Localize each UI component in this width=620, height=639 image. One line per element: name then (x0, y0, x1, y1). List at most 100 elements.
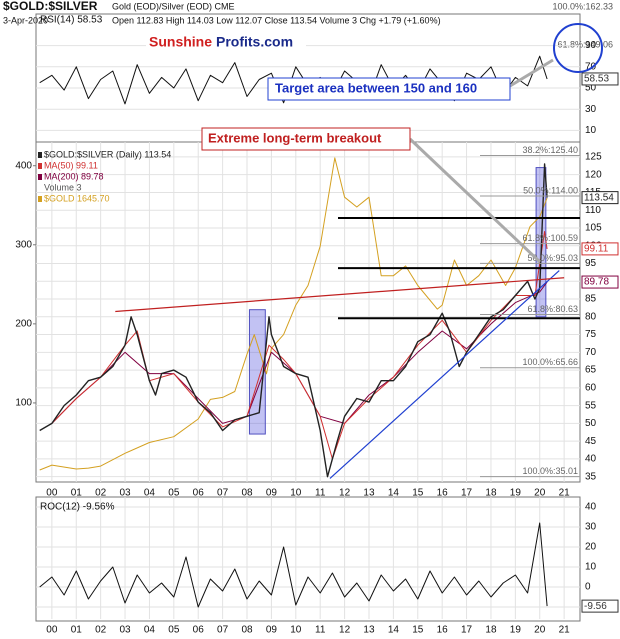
fib-label: 50.0%:114.00 (523, 185, 578, 195)
x-tick-label: 09 (266, 488, 278, 499)
y-tick-label: 70 (585, 347, 597, 358)
x-tick-label: 15 (412, 488, 424, 499)
x-tick-label: 13 (363, 625, 375, 636)
y-tick-label: 105 (585, 223, 602, 234)
x-tick-label: 20 (534, 488, 546, 499)
y-tick-label: 30 (585, 104, 597, 115)
value-box (581, 275, 619, 289)
volume-tick-label: 200 (15, 319, 32, 330)
y-tick-label: 45 (585, 436, 597, 447)
y-tick-label: 120 (585, 169, 602, 180)
volume-tick-label: 100 (15, 398, 32, 409)
target-annotation: Target area between 150 and 160 (275, 80, 477, 95)
x-tick-label: 06 (193, 488, 205, 499)
fib-label: 61.8%:80.63 (527, 304, 578, 314)
fib-label: 50.0%:95.03 (527, 253, 578, 263)
y-tick-label: 75 (585, 329, 597, 340)
symbol: $GOLD:$SILVER (3, 0, 98, 13)
x-tick-label: 03 (119, 625, 131, 636)
trendline (115, 277, 565, 313)
fib-label: 100.0%:65.66 (522, 357, 578, 367)
y-tick-label: 50 (585, 83, 597, 94)
x-tick-label: 13 (363, 488, 375, 499)
y-tick-label: 40 (585, 454, 597, 465)
breakout-annotation: Extreme long-term breakout (208, 130, 382, 145)
x-tick-label: 09 (266, 625, 278, 636)
y-tick-label: 50 (585, 418, 597, 429)
x-tick-label: 16 (437, 488, 449, 499)
roc-panel (35, 496, 581, 622)
target-arrow (509, 58, 554, 88)
x-tick-label: 11 (315, 625, 326, 636)
y-tick-label: 95 (585, 258, 597, 269)
x-tick-label: 02 (95, 488, 107, 499)
y-tick-label: 85 (585, 294, 597, 305)
value-box (581, 242, 619, 256)
fib-label: 100.0%:35.01 (522, 466, 578, 476)
x-tick-label: 18 (485, 625, 497, 636)
fib-label: 100.0%:162.33 (552, 1, 613, 11)
series-line (39, 157, 548, 471)
x-tick-label: 17 (461, 625, 473, 636)
x-tick-label: 17 (461, 488, 473, 499)
x-tick-label: 04 (144, 625, 156, 636)
x-tick-label: 11 (315, 488, 326, 499)
x-tick-label: 03 (119, 488, 131, 499)
x-tick-label: 15 (412, 625, 424, 636)
x-tick-label: 00 (46, 625, 58, 636)
breakout-box (201, 127, 411, 151)
x-tick-label: 07 (217, 625, 229, 636)
y-tick-label: 110 (585, 205, 601, 216)
x-tick-label: 00 (46, 488, 58, 499)
value-label: 58.53 (584, 74, 609, 85)
volume-tick-label: 400 (15, 160, 32, 171)
x-tick-label: 07 (217, 488, 229, 499)
legend-swatch (38, 196, 42, 202)
y-tick-label: 10 (585, 562, 597, 573)
x-tick-label: 05 (168, 488, 180, 499)
legend-swatch (38, 174, 42, 180)
value-label: -9.56 (584, 601, 607, 612)
y-tick-label: 10 (585, 125, 597, 136)
x-tick-label: 08 (241, 625, 253, 636)
y-tick-label: 20 (585, 542, 597, 553)
logo-second: Profits.com (216, 34, 293, 50)
x-tick-label: 01 (71, 488, 83, 499)
y-tick-label: 60 (585, 382, 597, 393)
y-tick-label: 55 (585, 400, 597, 411)
y-tick-label: 80 (585, 311, 597, 322)
x-tick-label: 18 (485, 488, 497, 499)
volume-tick-label: 300 (15, 239, 32, 250)
target-box (267, 77, 511, 101)
x-tick-label: 02 (95, 625, 107, 636)
fib-label: 38.2%:125.40 (522, 145, 578, 155)
logo-first: Sunshine (149, 34, 212, 50)
series-line (39, 522, 548, 608)
fib-label: 61.8%:149.06 (557, 39, 613, 49)
x-tick-label: 21 (559, 488, 571, 499)
series-line (51, 231, 548, 460)
x-tick-label: 10 (290, 625, 302, 636)
legend-swatch (38, 152, 42, 158)
legend-text: $GOLD:$SILVER (Daily) 113.54 (44, 149, 171, 159)
y-tick-label: 40 (585, 502, 597, 513)
x-tick-label: 01 (71, 625, 83, 636)
fib-label: 61.8%:100.59 (522, 233, 578, 243)
panel-title: ROC(12) -9.56% (40, 502, 115, 513)
x-tick-label: 12 (339, 488, 351, 499)
trendline (329, 270, 560, 479)
y-tick-label: 30 (585, 522, 597, 533)
value-box (581, 191, 619, 205)
value-label: 99.11 (584, 244, 609, 255)
value-label: 113.54 (584, 192, 614, 203)
x-tick-label: 05 (168, 625, 180, 636)
breakout-arrow (408, 137, 542, 264)
y-tick-label: 65 (585, 365, 597, 376)
legend-text: MA(200) 89.78 (44, 171, 104, 181)
x-tick-label: 19 (510, 625, 522, 636)
legend-text: MA(50) 99.11 (44, 160, 98, 170)
y-tick-label: 35 (585, 471, 597, 482)
